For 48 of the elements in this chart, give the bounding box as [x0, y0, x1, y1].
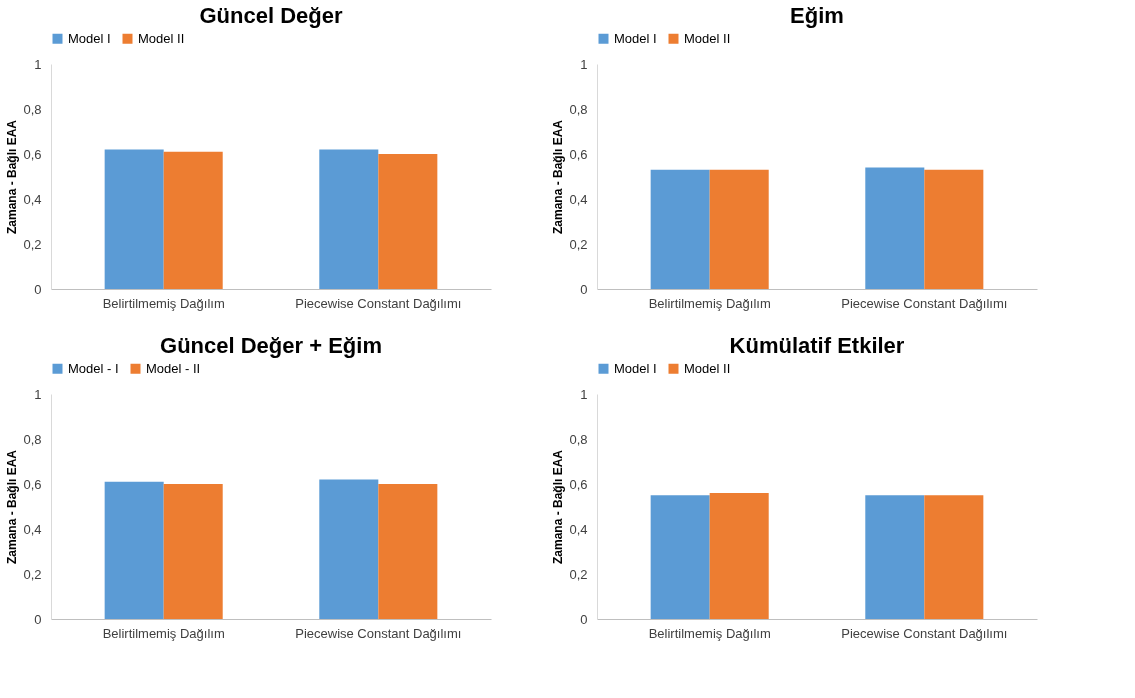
- chart-title: Kümülatif Etkiler: [729, 333, 905, 358]
- x-tick-label: Belirtilmemiş Dağılım: [648, 625, 771, 641]
- y-tick-label: 0,4: [569, 191, 588, 207]
- y-axis-title: Zamana - Bağlı EAA: [5, 449, 20, 565]
- y-tick-label: 0,6: [569, 476, 588, 492]
- y-tick-label: 0,4: [569, 521, 588, 537]
- y-tick-label: 1: [580, 56, 588, 72]
- y-tick-label: 0,4: [23, 191, 42, 207]
- y-axis-title: Zamana - Bağlı EAA: [5, 119, 20, 235]
- y-tick-label: 0,8: [23, 101, 42, 117]
- legend-label: Model I: [68, 30, 111, 46]
- y-tick-label: 0: [34, 281, 42, 297]
- y-tick-label: 0,4: [23, 521, 42, 537]
- legend-label: Model I: [614, 30, 657, 46]
- y-tick-label: 1: [34, 386, 42, 402]
- y-tick-label: 0,8: [569, 431, 588, 447]
- legend-label: Model II: [684, 30, 731, 46]
- chart-title: Güncel Değer + Eğim: [160, 333, 382, 358]
- legend-label: Model - II: [146, 360, 201, 376]
- y-tick-label: 0,6: [569, 146, 588, 162]
- legend-label: Model I: [614, 360, 657, 376]
- x-tick-label: Belirtilmemiş Dağılım: [102, 625, 225, 641]
- y-tick-label: 0,6: [23, 146, 42, 162]
- x-tick-label: Piecewise Constant Dağılımı: [295, 625, 462, 641]
- y-tick-label: 1: [34, 56, 42, 72]
- legend-label: Model II: [684, 360, 731, 376]
- y-tick-label: 0,2: [23, 566, 42, 582]
- x-tick-label: Piecewise Constant Dağılımı: [841, 295, 1008, 311]
- y-axis-title: Zamana - Bağlı EAA: [551, 119, 566, 235]
- y-tick-label: 0,2: [23, 236, 42, 252]
- chart-title: Güncel Değer: [199, 3, 343, 28]
- y-tick-label: 0: [34, 611, 42, 627]
- x-tick-label: Piecewise Constant Dağılımı: [841, 625, 1008, 641]
- legend-label: Model II: [138, 30, 185, 46]
- y-tick-label: 0: [580, 611, 588, 627]
- legend-label: Model - I: [68, 360, 119, 376]
- y-tick-label: 0,8: [569, 101, 588, 117]
- y-tick-label: 0,8: [23, 431, 42, 447]
- y-tick-label: 0,2: [569, 566, 588, 582]
- y-tick-label: 0,2: [569, 236, 588, 252]
- y-tick-label: 0: [580, 281, 588, 297]
- x-tick-label: Belirtilmemiş Dağılım: [648, 295, 771, 311]
- y-tick-label: 1: [580, 386, 588, 402]
- chart-title: Eğim: [790, 3, 844, 28]
- x-tick-label: Piecewise Constant Dağılımı: [295, 295, 462, 311]
- y-axis-title: Zamana - Bağlı EAA: [551, 449, 566, 565]
- y-tick-label: 0,6: [23, 476, 42, 492]
- x-tick-label: Belirtilmemiş Dağılım: [102, 295, 225, 311]
